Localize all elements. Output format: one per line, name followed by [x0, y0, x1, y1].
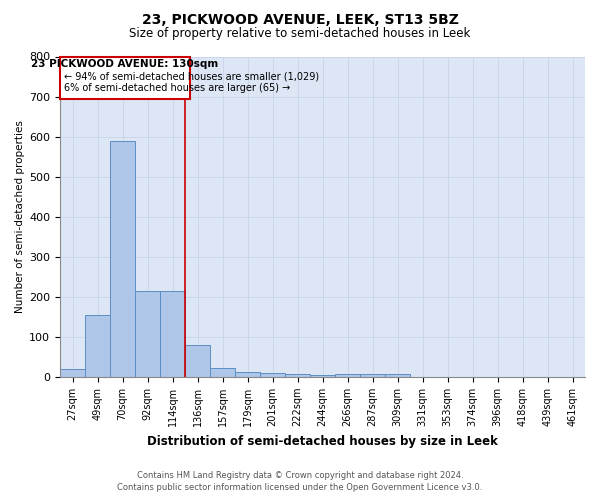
X-axis label: Distribution of semi-detached houses by size in Leek: Distribution of semi-detached houses by …	[147, 434, 498, 448]
Y-axis label: Number of semi-detached properties: Number of semi-detached properties	[15, 120, 25, 313]
Bar	[110, 140, 135, 377]
Bar	[285, 374, 310, 377]
Bar	[385, 374, 410, 377]
Bar	[235, 372, 260, 377]
Bar	[60, 369, 85, 377]
Bar	[135, 291, 160, 377]
Text: ← 94% of semi-detached houses are smaller (1,029): ← 94% of semi-detached houses are smalle…	[64, 72, 319, 82]
Bar	[210, 368, 235, 377]
Text: Size of property relative to semi-detached houses in Leek: Size of property relative to semi-detach…	[130, 28, 470, 40]
Bar	[310, 375, 335, 377]
Bar	[260, 373, 285, 377]
Text: 6% of semi-detached houses are larger (65) →: 6% of semi-detached houses are larger (6…	[64, 84, 290, 94]
FancyBboxPatch shape	[60, 56, 190, 98]
Text: 23, PICKWOOD AVENUE, LEEK, ST13 5BZ: 23, PICKWOOD AVENUE, LEEK, ST13 5BZ	[142, 12, 458, 26]
Bar	[335, 374, 360, 377]
Bar	[360, 374, 385, 377]
Text: Contains HM Land Registry data © Crown copyright and database right 2024.
Contai: Contains HM Land Registry data © Crown c…	[118, 471, 482, 492]
Text: 23 PICKWOOD AVENUE: 130sqm: 23 PICKWOOD AVENUE: 130sqm	[31, 60, 218, 70]
Bar	[160, 291, 185, 377]
Bar	[185, 345, 210, 377]
Bar	[85, 315, 110, 377]
